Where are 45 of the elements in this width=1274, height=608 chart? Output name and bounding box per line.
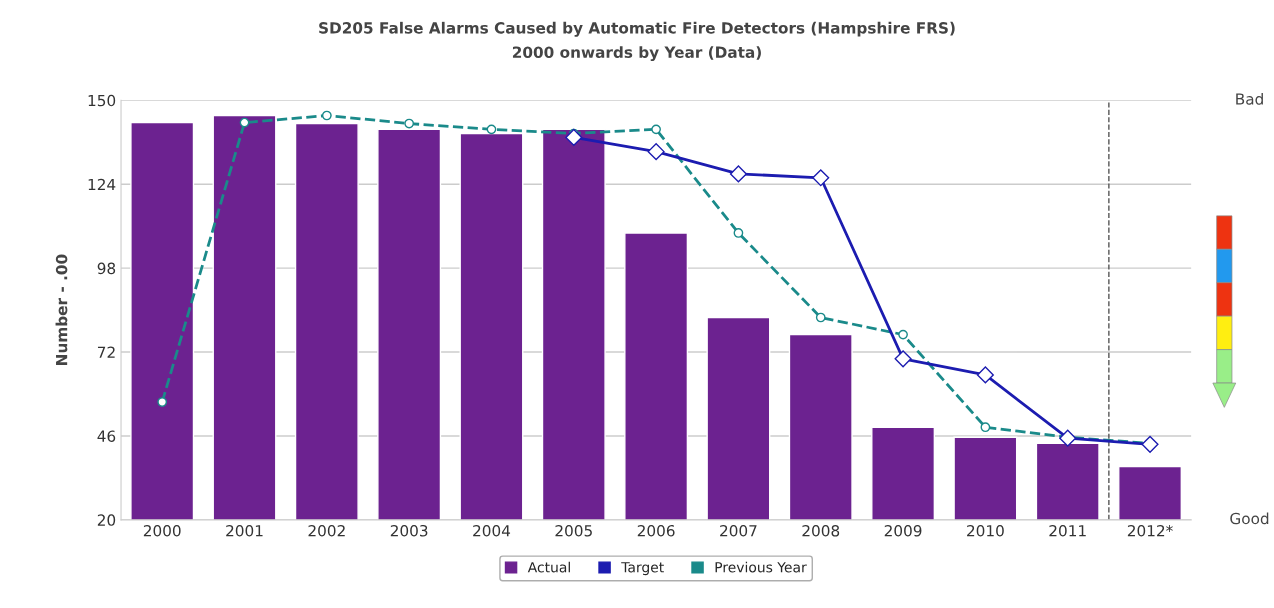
x-tick-label: 2003 <box>390 524 428 537</box>
x-tick-label: 2004 <box>473 524 511 537</box>
x-tick-label: 2005 <box>555 524 592 537</box>
point <box>976 366 994 384</box>
text: Good <box>1230 512 1269 525</box>
y-tick-label: 150 <box>88 94 116 107</box>
point <box>651 124 661 135</box>
x-tick-label: 2006 <box>637 524 675 537</box>
x-tick-label: 2000 <box>143 524 181 537</box>
point <box>565 128 583 146</box>
chart-title: SD205 False Alarms Caused by Automatic Fire Detectors (Hampshire FRS) <box>319 21 955 37</box>
x-tick-label: 2012* <box>1127 524 1173 537</box>
point <box>157 397 168 407</box>
legend-label: Target <box>621 562 664 576</box>
point <box>321 110 332 121</box>
x-tick-label: 2002 <box>308 524 345 537</box>
x-tick-label: 2007 <box>720 524 757 537</box>
x-tick-label: 2001 <box>226 524 263 537</box>
point <box>647 143 665 161</box>
point <box>815 312 826 323</box>
x-tick-label: 2011 <box>1049 524 1086 537</box>
legend-label: Actual <box>527 561 570 573</box>
legend-label: Previous Year <box>715 561 807 573</box>
point <box>239 117 250 128</box>
y-tick-label: 124 <box>88 178 116 191</box>
x-tick-label: 2009 <box>884 524 922 537</box>
point <box>812 169 830 187</box>
y-tick-label: 72 <box>97 346 115 358</box>
point <box>486 124 497 135</box>
y-axis-title: Number - .00 <box>55 254 68 365</box>
point <box>733 228 744 238</box>
chart-subtitle: 2000 onwards by Year (Data) <box>512 46 761 62</box>
point <box>980 422 991 433</box>
x-tick-label: 2010 <box>967 524 1004 537</box>
point <box>404 118 415 129</box>
point <box>898 329 908 340</box>
text: Bad <box>1236 92 1263 105</box>
x-tick-label: 2008 <box>802 524 840 537</box>
y-tick-label: 20 <box>97 514 116 526</box>
y-tick-label: 46 <box>97 430 116 442</box>
point <box>729 165 747 183</box>
point <box>1141 435 1159 453</box>
point <box>894 350 912 368</box>
point <box>1059 429 1077 447</box>
y-tick-label: 98 <box>97 262 116 275</box>
